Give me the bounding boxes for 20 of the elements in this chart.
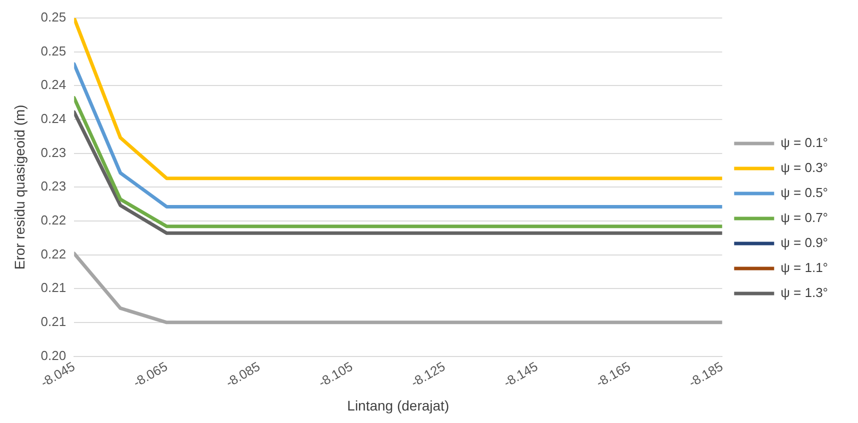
- y-tick-label: 0.23: [40, 144, 66, 160]
- y-tick-label: 0.25: [40, 10, 66, 25]
- legend-label: ψ = 0.1°: [780, 135, 828, 150]
- y-tick-label: 0.21: [40, 280, 66, 296]
- legend-label: ψ = 0.3°: [780, 160, 828, 176]
- legend-label: ψ = 0.7°: [780, 210, 828, 226]
- y-tick-label: 0.24: [40, 111, 66, 126]
- legend-label: ψ = 0.9°: [780, 235, 828, 250]
- y-tick-label: 0.21: [40, 314, 66, 330]
- y-tick-label: 0.20: [40, 348, 66, 363]
- x-axis-title: Lintang (derajat): [347, 397, 450, 414]
- y-tick-label: 0.22: [40, 212, 66, 228]
- y-tick-label: 0.22: [40, 246, 66, 262]
- y-tick-label: 0.25: [40, 43, 66, 58]
- y-tick-label: 0.24: [40, 77, 66, 92]
- y-tick-label: 0.23: [40, 178, 66, 194]
- legend-label: ψ = 0.5°: [780, 185, 828, 200]
- y-axis-title: Eror residu quasigeoid (m): [11, 104, 28, 270]
- legend-label: ψ = 1.3°: [780, 285, 828, 300]
- legend-label: ψ = 1.1°: [780, 260, 828, 276]
